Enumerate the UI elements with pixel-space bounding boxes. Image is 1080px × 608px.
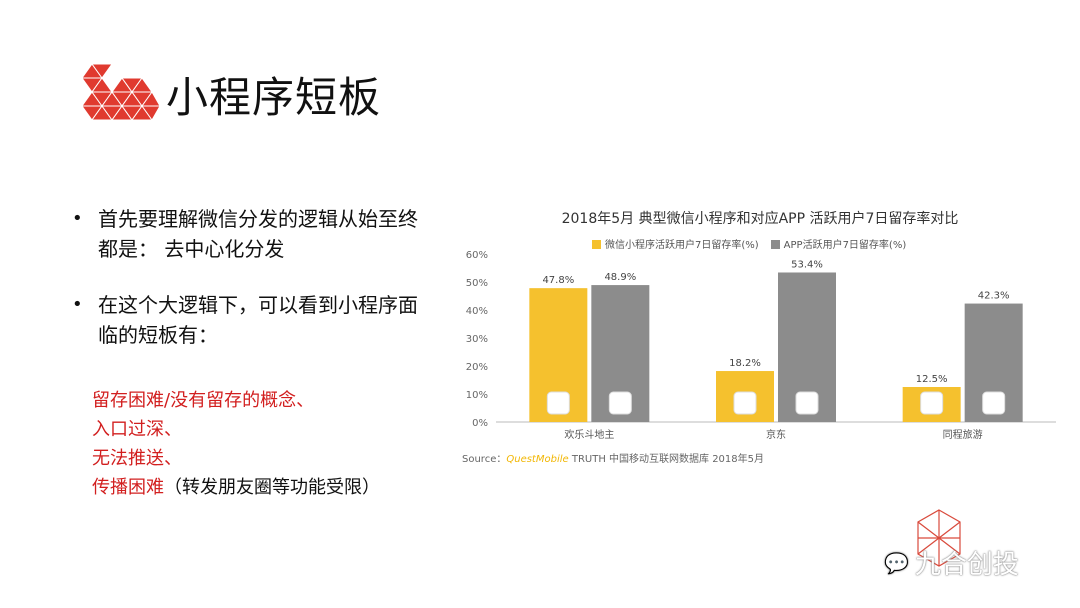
- data-label: 53.4%: [791, 259, 823, 270]
- chart-legend: 微信小程序活跃用户7日留存率(%) APP活跃用户7日留存率(%): [592, 236, 906, 251]
- x-tick-label: 同程旅游: [943, 428, 983, 441]
- data-label: 18.2%: [729, 358, 761, 369]
- source-prefix: Source：: [462, 454, 507, 465]
- bar-chart: 0% 10% 20% 30% 40% 50% 60% 47.8% 48.9% 欢乐斗地主 18.2%…: [466, 250, 1056, 441]
- legend-swatch: [770, 240, 780, 249]
- data-label: 12.5%: [916, 374, 948, 385]
- legend-label: 微信小程序活跃用户7日留存率(%): [605, 240, 759, 251]
- y-tick-label: 30%: [466, 334, 488, 345]
- chart-title: 2018年5月 典型微信小程序和对应APP 活跃用户7日留存率对比: [561, 211, 959, 227]
- bullet-dot-icon: •: [72, 294, 83, 315]
- chart-source: Source：QuestMobile TRUTH 中国移动互联网数据库 2018…: [462, 450, 764, 465]
- issue-text: 留存困难/没有留存的概念、: [92, 390, 315, 411]
- watermark-text: 九合创投: [914, 550, 1019, 580]
- y-tick-label: 50%: [466, 278, 488, 289]
- x-tick-label: 京东: [766, 428, 786, 441]
- y-tick-label: 60%: [466, 250, 488, 261]
- wechat-icon: 💬: [884, 550, 909, 575]
- y-tick-label: 20%: [466, 362, 488, 373]
- x-tick-label: 欢乐斗地主: [564, 428, 614, 441]
- y-tick-label: 10%: [466, 390, 488, 401]
- app-icon: [608, 391, 632, 415]
- issue-item: 传播困难（转发朋友圈等功能受限）: [92, 473, 380, 502]
- issue-note: （转发朋友圈等功能受限）: [164, 477, 380, 498]
- brand-logo-icon: [82, 63, 161, 121]
- y-tick-label: 0%: [472, 418, 488, 429]
- issue-text: 传播困难: [92, 477, 164, 498]
- bullet-text: 在这个大逻辑下，可以看到小程序面临的短板有：: [98, 293, 418, 347]
- bullet-dot-icon: •: [72, 208, 83, 229]
- issue-item: 留存困难/没有留存的概念、: [92, 386, 380, 415]
- legend-item-miniprogram: 微信小程序活跃用户7日留存率(%): [592, 236, 759, 251]
- data-label: 47.8%: [542, 275, 574, 286]
- bullet-list: • 首先要理解微信分发的逻辑从始至终都是： 去中心化分发 • 在这个大逻辑下，可…: [72, 204, 432, 376]
- data-label: 42.3%: [978, 291, 1010, 302]
- source-brand: QuestMobile: [506, 454, 569, 465]
- data-label: 48.9%: [604, 272, 636, 283]
- source-text: TRUTH 中国移动互联网数据库 2018年5月: [568, 454, 765, 465]
- issue-item: 入口过深、: [92, 415, 380, 444]
- app-icon: [546, 391, 570, 415]
- app-icon: [920, 391, 944, 415]
- slide-title: 小程序短板: [166, 73, 382, 122]
- issue-list: 留存困难/没有留存的概念、 入口过深、 无法推送、 传播困难（转发朋友圈等功能受…: [92, 386, 380, 502]
- legend-swatch: [592, 240, 601, 249]
- y-tick-label: 40%: [466, 306, 488, 317]
- app-icon: [733, 391, 757, 415]
- bullet-item: • 在这个大逻辑下，可以看到小程序面临的短板有：: [72, 290, 432, 350]
- issue-text: 入口过深、: [92, 419, 182, 440]
- issue-item: 无法推送、: [92, 444, 380, 473]
- app-icon: [982, 391, 1006, 415]
- watermark-logo-icon: [917, 509, 961, 567]
- app-icon: [795, 391, 819, 415]
- watermark: 💬 九合创投: [884, 544, 1019, 581]
- bullet-item: • 首先要理解微信分发的逻辑从始至终都是： 去中心化分发: [72, 204, 432, 264]
- issue-text: 无法推送、: [92, 448, 182, 469]
- legend-label: APP活跃用户7日留存率(%): [783, 240, 907, 251]
- bullet-text: 首先要理解微信分发的逻辑从始至终都是： 去中心化分发: [98, 207, 418, 261]
- legend-item-app: APP活跃用户7日留存率(%): [770, 236, 907, 251]
